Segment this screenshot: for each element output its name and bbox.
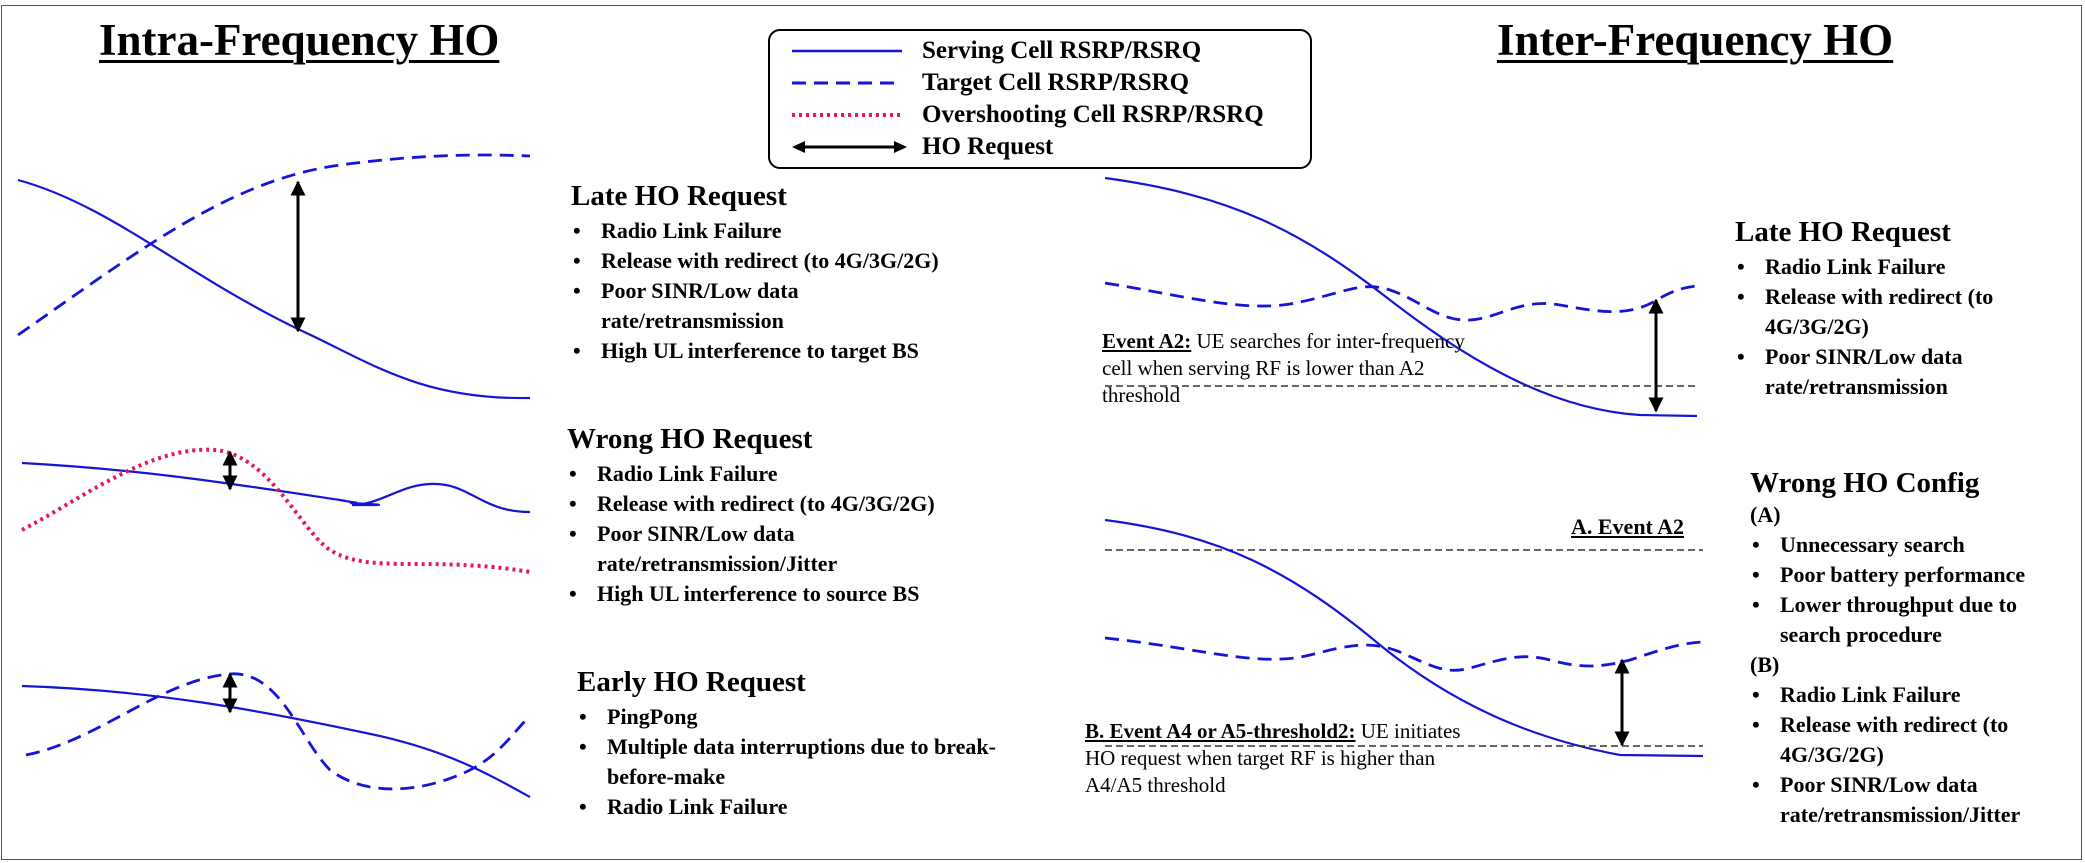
list-item: Poor SINR/Low data rate/retransmission [571,276,841,336]
list-item: Release with redirect (to 4G/3G/2G) [1750,710,2080,770]
list-item: Radio Link Failure [577,792,1057,822]
legend-label-serving: Serving Cell RSRP/RSRQ [922,37,1202,64]
list-item: Multiple data interruptions due to break… [577,732,1047,792]
list-item: Poor battery performance [1750,560,2080,590]
list-item: Unnecessary search [1750,530,2080,560]
list-item: High UL interference to source BS [567,579,1047,609]
event-a2-label: Event A2: [1102,329,1192,353]
list-item: Poor SINR/Low data rate/retransmission [1735,342,2015,402]
intra-early-heading: Early HO Request [577,666,806,698]
list-item: Release with redirect (to 4G/3G/2G) [567,489,1047,519]
solid-line-icon [792,49,902,53]
inter-late-target-curve [1104,281,1698,322]
legend-label-ho-request: HO Request [922,133,1054,160]
list-item: Poor SINR/Low data rate/retransmission/J… [567,519,877,579]
legend-item-target: Target Cell RSRP/RSRQ [770,69,1310,101]
legend: Serving Cell RSRP/RSRQ Target Cell RSRP/… [768,29,1312,169]
dashed-line-icon [792,81,902,85]
intra-early-serving-curve [21,684,531,798]
list-item: Radio Link Failure [567,459,1047,489]
legend-item-overshooting: Overshooting Cell RSRP/RSRQ [770,101,1310,133]
group-a-label: (A) [1750,502,1781,527]
list-item: Lower throughput due to search procedure [1750,590,2070,650]
event-b-note: B. Event A4 or A5-threshold2: UE initiat… [1085,718,1485,799]
inter-wrong-target-curve [1104,636,1704,672]
list-item: Poor SINR/Low data rate/retransmission/J… [1750,770,2080,830]
dotted-line-icon [792,113,902,117]
intra-late-serving-curve [17,178,531,400]
double-arrow-icon [792,141,907,153]
inter-late-serving-curve [1104,176,1698,418]
group-b-label: (B) [1750,652,1780,677]
inter-frequency-title: Inter-Frequency HO [1497,15,1894,65]
intra-early-ho-block: Early HO Request PingPong Multiple data … [577,666,1057,822]
intra-wrong-serving-curve [21,461,531,514]
intra-frequency-title: Intra-Frequency HO [99,15,500,65]
intra-late-target-curve [17,153,531,337]
list-item: Release with redirect (to 4G/3G/2G) [1735,282,2065,342]
event-a2-text: UE searches for inter-frequency cell whe… [1102,329,1465,407]
inter-wrong-ho-config-block: Wrong HO Config (A) Unnecessary search P… [1750,467,2080,830]
list-item: PingPong [577,702,1057,732]
event-b-label: B. Event A4 or A5-threshold2: [1085,719,1356,743]
legend-item-serving: Serving Cell RSRP/RSRQ [770,37,1310,69]
intra-wrong-overshooting-curve [21,447,531,574]
diagram-frame [1,5,2082,860]
list-item: Radio Link Failure [1735,252,2075,282]
legend-item-ho-request: HO Request [770,133,1310,165]
intra-wrong-heading: Wrong HO Request [567,423,813,455]
intra-late-heading: Late HO Request [571,180,787,212]
legend-label-target: Target Cell RSRP/RSRQ [922,69,1190,96]
event-a2-note: Event A2: UE searches for inter-frequenc… [1102,328,1472,409]
intra-wrong-ho-block: Wrong HO Request Radio Link Failure Rele… [567,423,1047,609]
list-item: Release with redirect (to 4G/3G/2G) [571,246,1051,276]
list-item: High UL interference to target BS [571,336,1051,366]
inter-late-heading: Late HO Request [1735,216,1951,248]
list-item: Radio Link Failure [571,216,1051,246]
event-b-text: UE initiates HO request when target RF i… [1085,719,1461,797]
a-event-a2-label: A. Event A2 [1571,514,1685,539]
list-item: Radio Link Failure [1750,680,2080,710]
inter-late-ho-block: Late HO Request Radio Link Failure Relea… [1735,216,2075,402]
inter-wrong-heading: Wrong HO Config [1750,467,1980,499]
legend-label-overshooting: Overshooting Cell RSRP/RSRQ [922,101,1264,128]
intra-late-ho-block: Late HO Request Radio Link Failure Relea… [571,180,1051,366]
